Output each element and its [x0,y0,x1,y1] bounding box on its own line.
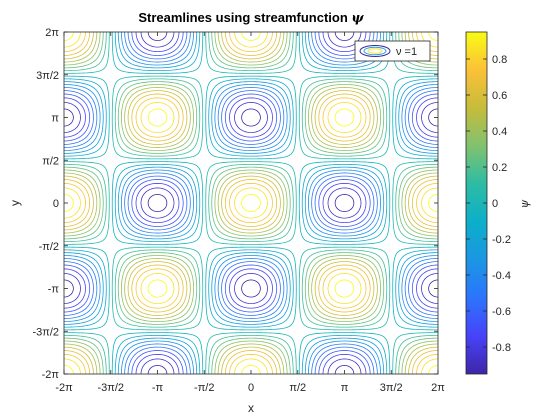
x-tick-label: π [341,382,349,394]
y-tick-label: -π/2 [39,241,59,253]
contour-level-11 [64,32,438,374]
x-tick-label: -π [152,382,164,394]
colorbar-tick-label: -0.2 [492,234,511,246]
contour-level-2 [64,32,438,374]
contour-level-8 [64,32,438,374]
x-tick-label: 3π/2 [380,382,403,394]
contour-lines [64,32,438,374]
colorbar-label: ψ [518,199,531,208]
y-tick-label: -π [48,284,60,296]
legend-contour-inner [367,48,383,54]
legend-contour-outer [359,45,391,57]
legend: ν =1 [354,40,431,62]
contour-level-19 [64,32,438,374]
contour-level-6 [64,32,438,374]
legend-box [354,40,431,62]
colorbar: -0.8 -0.6 -0.4 -0.2 0 0.2 0.4 0.6 0.8 ψ [465,31,531,375]
y-tick-label: π [51,113,59,125]
contour-level-17 [64,32,438,374]
y-axis-label: y [8,200,22,206]
colorbar-tick-label: 0.8 [492,54,507,66]
y-tick-label: -2π [42,369,60,381]
contour-level-16 [64,32,438,374]
contour-level-15 [64,32,438,374]
contour-level-1 [64,32,438,374]
y-tick-label: 0 [53,198,59,210]
y-tick-label: 2π [45,27,59,39]
contour-level-10 [64,32,438,374]
chart-title-symbol: ψ [351,11,364,26]
colorbar-ticks: -0.8 -0.6 -0.4 -0.2 0 0.2 0.4 0.6 0.8 [466,54,511,354]
colorbar-tick-label: 0 [492,198,498,210]
chart-title-text: Streamlines using streamfunction [138,10,351,25]
colorbar-tick-label: -0.4 [492,270,511,282]
chart-title: Streamlines using streamfunction ψ [138,10,364,26]
x-tick-label: 2π [431,382,445,394]
x-tick-label: -3π/2 [97,382,124,394]
x-axis-label: x [248,401,254,415]
colorbar-gradient [466,32,487,374]
colorbar-tick-label: 0.4 [492,126,507,138]
contour-level-4 [64,32,438,374]
contour-level-13 [64,32,438,374]
colorbar-tick-label: -0.6 [492,306,511,318]
x-tick-label: π/2 [289,382,306,394]
contour-level-12 [64,32,438,374]
contour-level-14 [64,32,438,374]
colorbar-tick-label: -0.8 [492,342,511,354]
legend-contour-middle [363,46,387,56]
contour-level-9 [64,32,438,374]
x-axis-ticks: -2π -3π/2 -π -π/2 0 π/2 π 3π/2 2π [55,32,445,394]
x-tick-label: 0 [248,382,254,394]
y-tick-label: -3π/2 [32,326,59,338]
x-tick-label: -2π [55,382,73,394]
colorbar-tick-label: 0.2 [492,162,507,174]
contour-level-3 [64,32,438,374]
y-axis-ticks: -2π -3π/2 -π -π/2 0 π/2 π 3π/2 2π [32,27,438,381]
contour-level-7 [64,32,438,374]
x-tick-label: -π/2 [194,382,214,394]
legend-label: ν =1 [396,46,417,58]
y-tick-label: π/2 [42,155,59,167]
colorbar-tick-label: 0.6 [492,90,507,102]
contour-level-0 [64,32,438,374]
contour-level-5 [64,32,438,374]
y-tick-label: 3π/2 [36,70,59,82]
contour-level-18 [64,32,438,374]
plot-area [64,32,438,374]
